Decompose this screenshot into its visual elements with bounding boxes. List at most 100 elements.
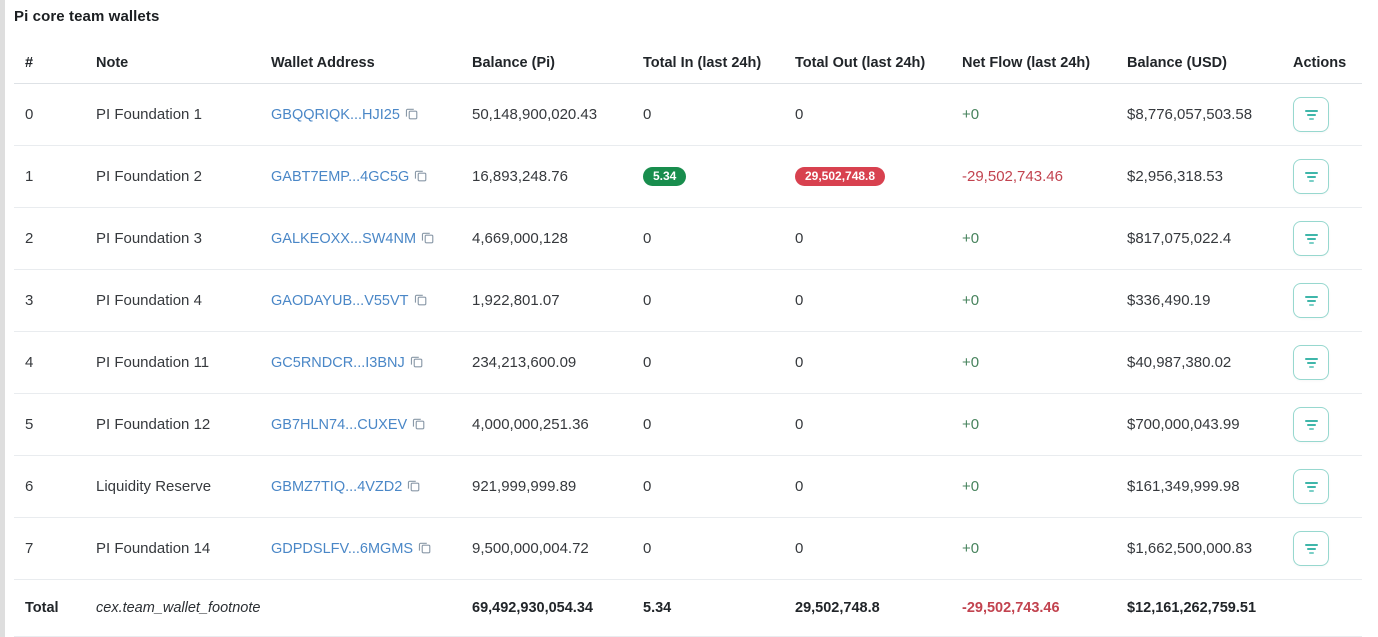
row-balance-usd: $700,000,043.99 xyxy=(1116,393,1282,456)
row-balance-usd: $817,075,022.4 xyxy=(1116,207,1282,270)
table-body: 0 PI Foundation 1 GBQQRIQK...HJI25 50,14… xyxy=(14,83,1362,580)
copy-icon[interactable] xyxy=(405,107,418,124)
row-net-flow: +0 xyxy=(951,455,1116,518)
row-index: 6 xyxy=(14,455,85,518)
row-actions-button[interactable] xyxy=(1293,221,1329,256)
column-header-4: Total In (last 24h) xyxy=(632,29,784,84)
row-net-flow: +0 xyxy=(951,517,1116,580)
table-row: 1 PI Foundation 2 GABT7EMP...4GC5G 16,89… xyxy=(14,145,1362,208)
header-row: # Note Wallet Address Balance (Pi) Total In … xyxy=(14,29,1362,84)
table-row: 4 PI Foundation 11 GC5RNDCR...I3BNJ 234,… xyxy=(14,331,1362,394)
row-total-out: 29,502,748.8 xyxy=(795,167,886,186)
copy-icon[interactable] xyxy=(407,479,420,496)
total-footnote: cex.team_wallet_footnote xyxy=(85,579,260,637)
row-actions-button[interactable] xyxy=(1293,531,1329,566)
row-index: 0 xyxy=(14,83,85,146)
wallet-address-link[interactable]: GB7HLN74...CUXEV xyxy=(271,416,408,433)
total-balance-pi: 69,492,930,054.34 xyxy=(461,579,632,637)
row-total-out: 0 xyxy=(795,230,804,247)
copy-icon[interactable] xyxy=(414,169,427,186)
row-balance-usd: $8,776,057,503.58 xyxy=(1116,83,1282,146)
row-actions-button[interactable] xyxy=(1293,469,1329,504)
row-index: 1 xyxy=(14,145,85,208)
page-left-edge xyxy=(0,0,5,637)
row-note: PI Foundation 1 xyxy=(85,83,260,146)
row-net-flow: +0 xyxy=(951,269,1116,332)
table-row: 0 PI Foundation 1 GBQQRIQK...HJI25 50,14… xyxy=(14,83,1362,146)
filter-lines-icon xyxy=(1304,543,1318,554)
column-header-8: Actions xyxy=(1282,29,1362,84)
row-total-out: 0 xyxy=(795,540,804,557)
row-total-in: 0 xyxy=(643,416,652,433)
copy-icon[interactable] xyxy=(412,417,425,434)
wallet-address-link[interactable]: GDPDSLFV...6MGMS xyxy=(271,540,414,557)
wallet-address-link[interactable]: GALKEOXX...SW4NM xyxy=(271,230,417,247)
row-note: Liquidity Reserve xyxy=(85,455,260,518)
row-index: 3 xyxy=(14,269,85,332)
total-row: Total cex.team_wallet_footnote 69,492,93… xyxy=(14,579,1362,637)
row-balance-pi: 4,669,000,128 xyxy=(461,207,632,270)
row-actions-button[interactable] xyxy=(1293,407,1329,442)
row-balance-usd: $1,662,500,000.83 xyxy=(1116,517,1282,580)
row-total-out: 0 xyxy=(795,106,804,123)
row-total-in: 0 xyxy=(643,540,652,557)
wallet-address-link[interactable]: GABT7EMP...4GC5G xyxy=(271,168,410,185)
row-net-flow: +0 xyxy=(951,83,1116,146)
filter-lines-icon xyxy=(1304,357,1318,368)
row-balance-pi: 1,922,801.07 xyxy=(461,269,632,332)
row-actions-button[interactable] xyxy=(1293,97,1329,132)
copy-icon[interactable] xyxy=(421,231,434,248)
filter-lines-icon xyxy=(1304,295,1318,306)
row-balance-usd: $2,956,318.53 xyxy=(1116,145,1282,208)
table-row: 5 PI Foundation 12 GB7HLN74...CUXEV 4,00… xyxy=(14,393,1362,456)
filter-lines-icon xyxy=(1304,171,1318,182)
column-header-5: Total Out (last 24h) xyxy=(784,29,951,84)
wallets-table: # Note Wallet Address Balance (Pi) Total In … xyxy=(14,29,1362,637)
filter-lines-icon xyxy=(1304,233,1318,244)
table-row: 7 PI Foundation 14 GDPDSLFV...6MGMS 9,50… xyxy=(14,517,1362,580)
row-index: 4 xyxy=(14,331,85,394)
column-header-1: Note xyxy=(85,29,260,84)
table-row: 6 Liquidity Reserve GBMZ7TIQ...4VZD2 921… xyxy=(14,455,1362,518)
row-total-out: 0 xyxy=(795,354,804,371)
row-total-in: 0 xyxy=(643,478,652,495)
filter-lines-icon xyxy=(1304,481,1318,492)
column-header-6: Net Flow (last 24h) xyxy=(951,29,1116,84)
row-total-out: 0 xyxy=(795,416,804,433)
row-total-in: 0 xyxy=(643,106,652,123)
row-balance-pi: 4,000,000,251.36 xyxy=(461,393,632,456)
row-balance-usd: $40,987,380.02 xyxy=(1116,331,1282,394)
copy-icon[interactable] xyxy=(414,293,427,310)
total-balance-usd: $12,161,262,759.51 xyxy=(1116,579,1282,637)
row-total-in: 0 xyxy=(643,354,652,371)
row-note: PI Foundation 4 xyxy=(85,269,260,332)
row-balance-pi: 9,500,000,004.72 xyxy=(461,517,632,580)
row-actions-button[interactable] xyxy=(1293,345,1329,380)
column-header-0: # xyxy=(14,29,85,84)
row-actions-button[interactable] xyxy=(1293,159,1329,194)
row-total-out: 0 xyxy=(795,478,804,495)
wallet-address-link[interactable]: GC5RNDCR...I3BNJ xyxy=(271,354,405,371)
row-index: 2 xyxy=(14,207,85,270)
row-balance-pi: 921,999,999.89 xyxy=(461,455,632,518)
wallet-address-link[interactable]: GAODAYUB...V55VT xyxy=(271,292,409,309)
total-net-flow: -29,502,743.46 xyxy=(951,579,1116,637)
row-actions-button[interactable] xyxy=(1293,283,1329,318)
wallet-address-link[interactable]: GBQQRIQK...HJI25 xyxy=(271,106,400,123)
row-index: 7 xyxy=(14,517,85,580)
row-note: PI Foundation 3 xyxy=(85,207,260,270)
row-total-out: 0 xyxy=(795,292,804,309)
total-in: 5.34 xyxy=(632,579,784,637)
row-balance-pi: 16,893,248.76 xyxy=(461,145,632,208)
table-row: 2 PI Foundation 3 GALKEOXX...SW4NM 4,669… xyxy=(14,207,1362,270)
row-note: PI Foundation 2 xyxy=(85,145,260,208)
copy-icon[interactable] xyxy=(410,355,423,372)
row-note: PI Foundation 14 xyxy=(85,517,260,580)
copy-icon[interactable] xyxy=(418,541,431,558)
row-net-flow: +0 xyxy=(951,393,1116,456)
wallet-address-link[interactable]: GBMZ7TIQ...4VZD2 xyxy=(271,478,403,495)
row-balance-pi: 50,148,900,020.43 xyxy=(461,83,632,146)
row-note: PI Foundation 12 xyxy=(85,393,260,456)
total-label: Total xyxy=(14,579,85,637)
